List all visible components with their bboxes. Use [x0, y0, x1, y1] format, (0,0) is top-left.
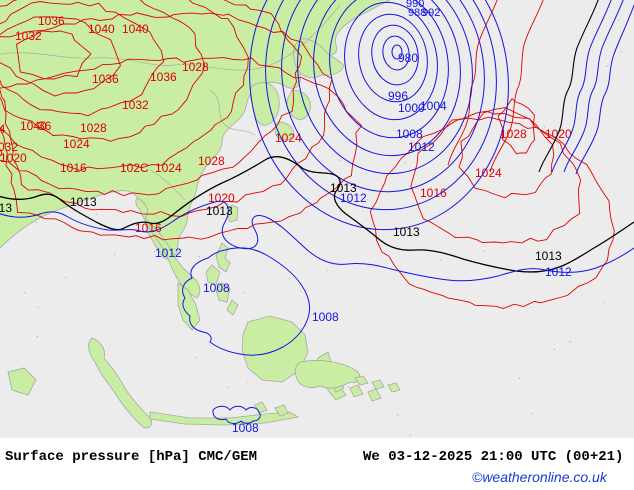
svg-text:1036: 1036	[92, 72, 119, 86]
svg-text:1012: 1012	[545, 265, 572, 279]
svg-text:1004: 1004	[420, 99, 447, 113]
svg-text:1012: 1012	[155, 246, 182, 260]
svg-text:102C: 102C	[120, 161, 149, 175]
svg-text:1008: 1008	[396, 127, 423, 141]
svg-text:1024: 1024	[63, 137, 90, 151]
svg-text:1008: 1008	[312, 310, 339, 324]
svg-text:1032: 1032	[122, 98, 149, 112]
svg-text:1013: 1013	[70, 195, 97, 209]
svg-text:1024: 1024	[155, 161, 182, 175]
svg-text:992: 992	[422, 7, 440, 19]
svg-text:013: 013	[0, 201, 12, 215]
svg-text:980: 980	[398, 51, 418, 65]
svg-text:1012: 1012	[340, 191, 367, 205]
svg-text:1028: 1028	[500, 127, 527, 141]
svg-text:032: 032	[0, 140, 18, 154]
svg-text:1036: 1036	[38, 14, 65, 28]
svg-text:1040: 1040	[88, 22, 115, 36]
svg-text:1013: 1013	[393, 225, 420, 239]
svg-text:1012: 1012	[408, 140, 435, 154]
svg-text:36: 36	[38, 119, 52, 133]
svg-text:1013: 1013	[535, 249, 562, 263]
svg-text:1028: 1028	[198, 154, 225, 168]
svg-text:1008: 1008	[203, 281, 230, 295]
svg-text:1028: 1028	[80, 121, 107, 135]
svg-text:1024: 1024	[475, 166, 502, 180]
